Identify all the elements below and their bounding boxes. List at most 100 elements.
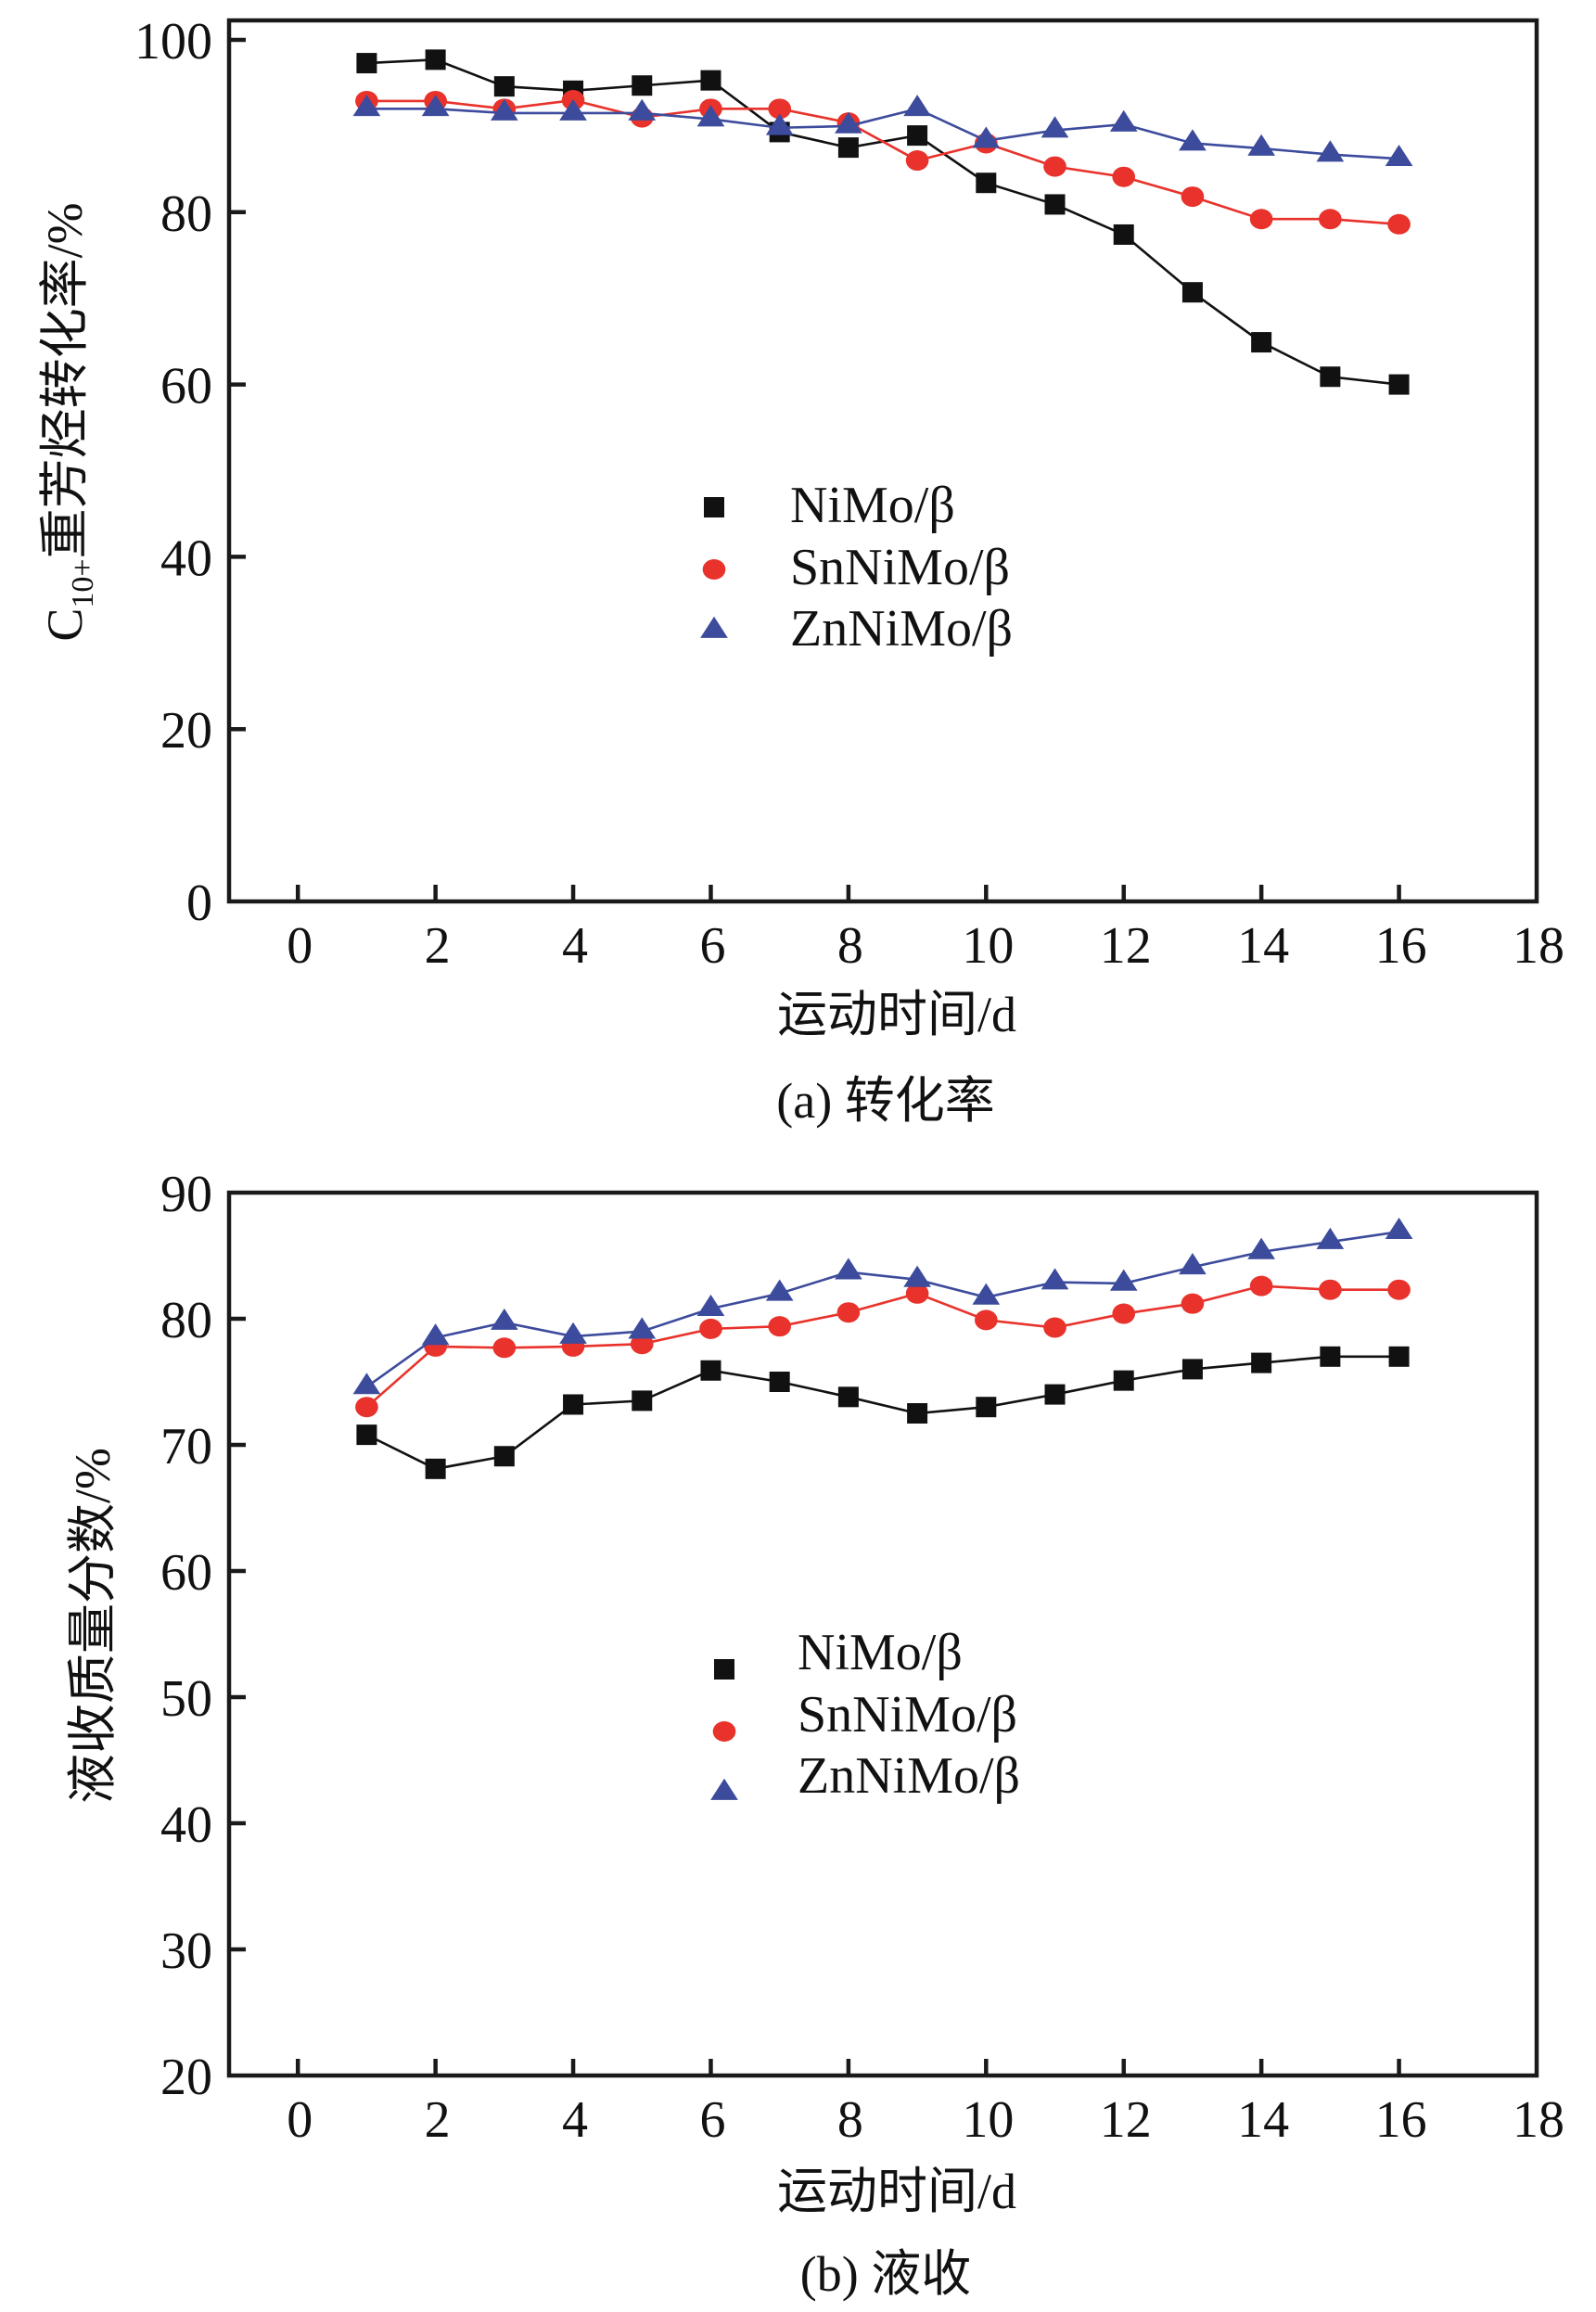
data-point [1316, 140, 1345, 162]
x-tick-label: 18 [1513, 2091, 1564, 2149]
data-point [905, 150, 929, 172]
data-point [559, 98, 587, 121]
axis-ticks: 0 2 4 6 8 10 12 14 16 18 0 20 40 60 80 100 [134, 13, 1564, 975]
data-point [632, 75, 653, 96]
series-triangle [352, 95, 1413, 167]
x-tick-label: 6 [699, 2091, 725, 2149]
data-point [765, 113, 794, 135]
y-tick-label: 20 [160, 702, 212, 760]
data-point [1387, 1279, 1411, 1300]
data-point [1179, 129, 1207, 151]
data-point [1320, 1346, 1341, 1367]
y-tick-label: 20 [160, 2049, 212, 2106]
data-point [768, 98, 792, 120]
legend-marker-circle [712, 1721, 736, 1742]
data-point [1181, 282, 1203, 303]
data-point [355, 1397, 378, 1418]
data-point [1041, 1268, 1069, 1290]
data-point [696, 1294, 725, 1316]
data-point [493, 1446, 515, 1467]
legend-item: ZnNiMo/β [700, 600, 1013, 658]
data-point [907, 1403, 928, 1424]
x-axis-label: 运动时间/d [777, 987, 1016, 1042]
data-point [1388, 374, 1410, 395]
plot-frame [226, 1190, 1539, 2078]
data-point [1249, 1275, 1273, 1297]
x-axis-label: 运动时间/d [777, 2164, 1016, 2219]
data-point [356, 1424, 377, 1446]
data-point [837, 1386, 859, 1408]
legend-marker-triangle [700, 616, 728, 638]
data-point [974, 1309, 998, 1331]
legend-label: NiMo/β [798, 1624, 963, 1681]
data-point [632, 1390, 653, 1411]
x-tick-label: 14 [1237, 2091, 1289, 2149]
data-point [492, 1337, 517, 1359]
data-point [1041, 116, 1069, 138]
data-point [700, 70, 721, 91]
data-point [1109, 1269, 1138, 1291]
data-point [352, 1373, 381, 1395]
panel-caption: (b) 液收 [800, 2246, 971, 2302]
data-point [1109, 109, 1138, 132]
data-point [563, 1394, 584, 1415]
panel-caption: (a) 转化率 [776, 1073, 994, 1129]
x-tick-label: 6 [699, 917, 725, 975]
data-point [768, 1316, 792, 1337]
data-point [1181, 1359, 1203, 1380]
data-point [1179, 1252, 1207, 1275]
data-point [628, 98, 657, 121]
y-axis-label: C10+重芳烃转化率/% [37, 202, 100, 641]
data-point [905, 1283, 929, 1304]
data-point [493, 76, 515, 97]
data-point [425, 1458, 446, 1479]
legend-label: SnNiMo/β [798, 1686, 1017, 1744]
data-point [628, 1317, 657, 1339]
y-tick-label: 60 [160, 358, 212, 415]
data-point [490, 98, 518, 121]
y-tick-label: 30 [160, 1922, 212, 1980]
y-tick-label: 70 [160, 1418, 212, 1475]
y-tick-label: 80 [160, 185, 212, 243]
data-point [1044, 1384, 1066, 1405]
series-square [356, 1346, 1410, 1479]
x-tick-label: 14 [1237, 917, 1289, 975]
data-point [1319, 209, 1342, 230]
chart-panel-b: 0 2 4 6 8 10 12 14 16 18 20 30 40 50 60 70 80 90 NiMo/βSn… [65, 1166, 1564, 2302]
x-tick-label: 12 [1100, 2091, 1152, 2149]
x-tick-label: 8 [837, 2091, 863, 2149]
data-point [630, 1334, 654, 1355]
legend-marker-triangle [710, 1778, 738, 1800]
data-point [425, 49, 446, 70]
data-point [700, 1360, 721, 1381]
data-point [1043, 1317, 1066, 1338]
legend-marker-circle [702, 559, 726, 580]
series-line [365, 1230, 1399, 1388]
legend-label: SnNiMo/β [790, 539, 1010, 596]
data-point [972, 126, 1001, 148]
data-point [699, 1318, 722, 1339]
data-point [836, 1302, 861, 1323]
legend-item: SnNiMo/β [712, 1686, 1017, 1744]
data-point [1112, 1303, 1136, 1324]
data-point [1113, 224, 1134, 245]
x-tick-label: 16 [1375, 917, 1427, 975]
series-line [366, 107, 1399, 160]
data-point [837, 137, 859, 159]
x-tick-label: 0 [287, 917, 313, 975]
legend-label: ZnNiMo/β [798, 1747, 1020, 1805]
series-line [366, 98, 1399, 226]
data-point [1251, 1352, 1272, 1373]
data-point [1112, 166, 1136, 187]
legend-marker-square [704, 497, 724, 517]
legend-item: SnNiMo/β [702, 539, 1010, 596]
data-point [352, 95, 381, 117]
x-tick-label: 8 [837, 917, 863, 975]
y-tick-label: 60 [160, 1544, 212, 1602]
data-point [1385, 1217, 1413, 1240]
data-point [421, 95, 450, 117]
y-tick-label: 0 [186, 875, 212, 932]
x-tick-label: 4 [562, 2091, 588, 2149]
